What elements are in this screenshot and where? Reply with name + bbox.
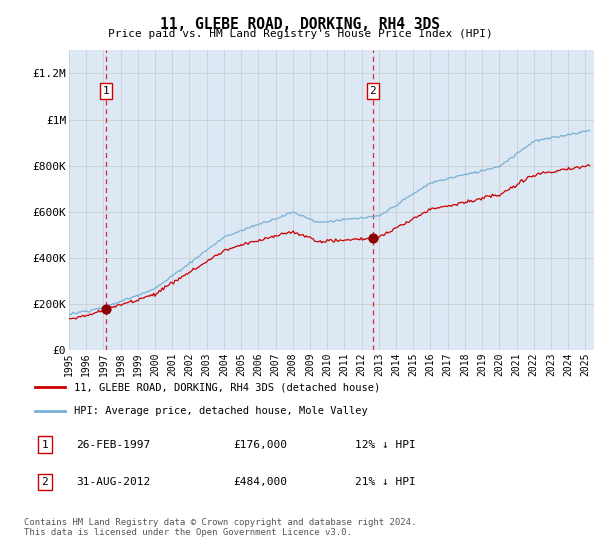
Text: Contains HM Land Registry data © Crown copyright and database right 2024.
This d: Contains HM Land Registry data © Crown c… [24, 518, 416, 538]
Text: £176,000: £176,000 [234, 440, 288, 450]
Text: 2: 2 [370, 86, 376, 96]
Text: 26-FEB-1997: 26-FEB-1997 [76, 440, 151, 450]
Point [368, 234, 378, 243]
Text: 11, GLEBE ROAD, DORKING, RH4 3DS (detached house): 11, GLEBE ROAD, DORKING, RH4 3DS (detach… [74, 382, 380, 393]
Text: HPI: Average price, detached house, Mole Valley: HPI: Average price, detached house, Mole… [74, 405, 367, 416]
Text: 21% ↓ HPI: 21% ↓ HPI [355, 477, 416, 487]
Text: 11, GLEBE ROAD, DORKING, RH4 3DS: 11, GLEBE ROAD, DORKING, RH4 3DS [160, 17, 440, 32]
Text: 1: 1 [41, 440, 49, 450]
Text: 2: 2 [41, 477, 49, 487]
Text: £484,000: £484,000 [234, 477, 288, 487]
Point [101, 305, 111, 314]
Text: 12% ↓ HPI: 12% ↓ HPI [355, 440, 416, 450]
Text: Price paid vs. HM Land Registry's House Price Index (HPI): Price paid vs. HM Land Registry's House … [107, 29, 493, 39]
Text: 31-AUG-2012: 31-AUG-2012 [76, 477, 151, 487]
Text: 1: 1 [103, 86, 109, 96]
